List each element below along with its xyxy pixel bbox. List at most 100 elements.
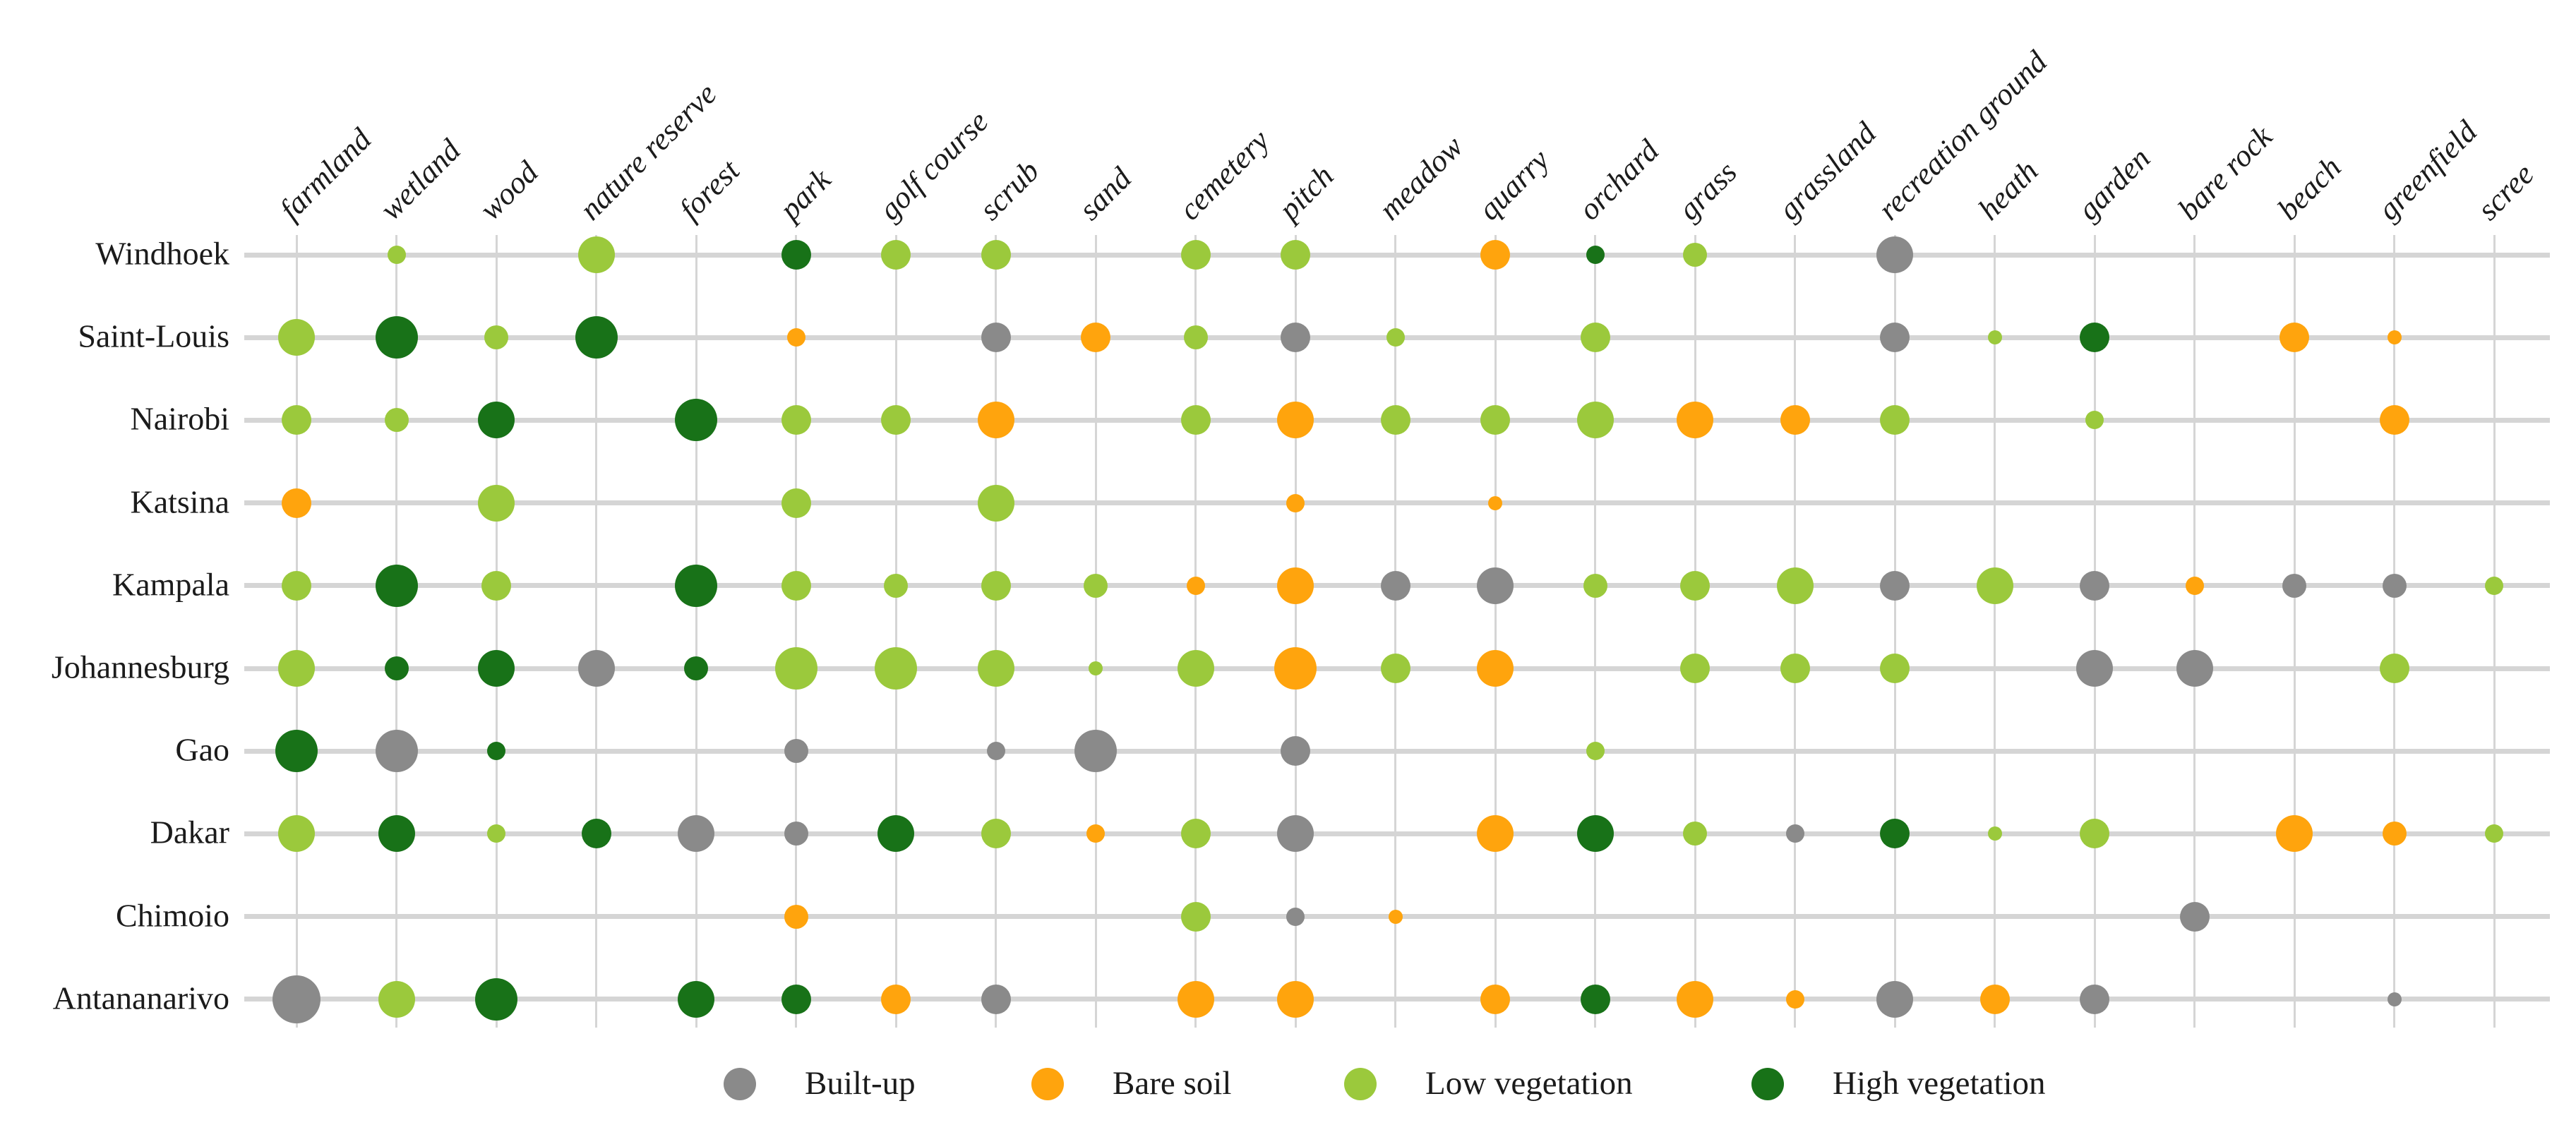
column-label: greenfield <box>2371 114 2484 227</box>
bubble <box>278 650 315 687</box>
bubble <box>784 822 808 846</box>
column-label: wood <box>472 155 545 227</box>
bubble <box>1480 984 1510 1014</box>
bubble <box>1576 815 1614 853</box>
bubble <box>1380 570 1410 601</box>
bubble <box>781 570 811 601</box>
bubble <box>977 484 1014 522</box>
bubble <box>1281 736 1310 766</box>
column-label: wetland <box>373 133 467 227</box>
legend-label: High vegetation <box>1833 1064 2046 1102</box>
bubble <box>1576 402 1614 439</box>
bubble <box>881 405 911 435</box>
bubble <box>1580 984 1610 1014</box>
bubble <box>1776 567 1814 604</box>
v-gridline <box>1794 235 1796 1028</box>
bubble <box>581 819 611 849</box>
legend-label: Low vegetation <box>1425 1064 1633 1102</box>
bubble <box>1286 493 1305 512</box>
v-gridline <box>1994 235 1996 1028</box>
bubble <box>1388 909 1403 924</box>
bubble <box>684 656 708 680</box>
bubble <box>977 402 1014 439</box>
column-label: meadow <box>1372 128 1470 227</box>
bubble <box>1180 819 1211 849</box>
bubble <box>384 656 409 680</box>
bubble <box>781 984 811 1014</box>
bubble <box>375 730 418 773</box>
bubble <box>2379 654 2409 683</box>
bubble <box>1785 824 1804 843</box>
v-gridline <box>1194 235 1197 1028</box>
bubble <box>387 246 406 264</box>
bubble <box>1183 325 1208 350</box>
bubble <box>881 240 911 270</box>
v-gridline <box>2293 235 2296 1028</box>
bubble <box>1780 654 1810 683</box>
bubble <box>1186 576 1205 595</box>
bubble <box>1277 815 1314 853</box>
bubble <box>1477 567 1514 604</box>
bubble <box>1976 567 2013 604</box>
v-gridline <box>995 235 997 1028</box>
row-label: Antananarivo <box>52 980 229 1016</box>
legend-dot-low_veg <box>1344 1068 1377 1100</box>
bubble <box>282 488 311 518</box>
v-gridline <box>2493 235 2496 1028</box>
bubble <box>1987 826 2002 841</box>
bubble <box>282 570 311 601</box>
bubble <box>977 650 1014 687</box>
legend-dot-high_veg <box>1751 1068 1784 1100</box>
bubble <box>2176 650 2213 687</box>
column-label: cemetery <box>1172 123 1276 227</box>
row-gridline <box>244 500 2550 506</box>
bubble <box>1677 980 1713 1018</box>
bubble <box>2379 405 2409 435</box>
bubble <box>478 650 515 687</box>
bubble <box>1785 989 1804 1009</box>
row-label: Johannesburg <box>51 649 229 685</box>
bubble <box>378 815 415 853</box>
bubble <box>481 570 511 601</box>
bubble <box>981 570 1011 601</box>
v-gridline <box>894 235 897 1028</box>
bubble <box>478 402 515 439</box>
v-gridline <box>1893 235 1896 1028</box>
bubble <box>981 984 1011 1014</box>
bubble <box>1583 573 1607 598</box>
column-label: grass <box>1671 155 1744 227</box>
legend-dot-bare_soil <box>1031 1068 1064 1100</box>
bubble <box>1480 240 1510 270</box>
bubble <box>1286 907 1305 926</box>
v-gridline <box>695 235 697 1028</box>
column-label: sand <box>1072 160 1139 227</box>
bubble <box>981 819 1011 849</box>
bubble <box>1876 236 1913 273</box>
bubble <box>1281 323 1310 353</box>
bubble <box>784 739 808 764</box>
bubble <box>275 730 318 773</box>
bubble <box>678 815 714 853</box>
bubble <box>1386 328 1405 347</box>
row-label: Chimoio <box>115 896 229 933</box>
row-label: Nairobi <box>130 400 229 437</box>
bubble <box>1074 730 1117 773</box>
bubble <box>784 904 808 929</box>
v-gridline <box>2093 235 2096 1028</box>
bubble <box>272 975 320 1023</box>
bubble <box>577 650 615 687</box>
bubble <box>675 399 717 442</box>
bubble <box>282 405 311 435</box>
column-label: recreation ground <box>1871 44 2054 227</box>
legend-dot-built_up <box>724 1068 756 1100</box>
column-label: park <box>772 162 837 227</box>
bubble <box>1180 240 1211 270</box>
bubble <box>1680 570 1710 601</box>
bubble <box>2387 330 2402 345</box>
bubble <box>484 325 508 350</box>
bubble <box>375 316 418 359</box>
bubble <box>1177 980 1214 1018</box>
bubble <box>384 408 409 433</box>
row-label: Katsina <box>130 483 229 519</box>
